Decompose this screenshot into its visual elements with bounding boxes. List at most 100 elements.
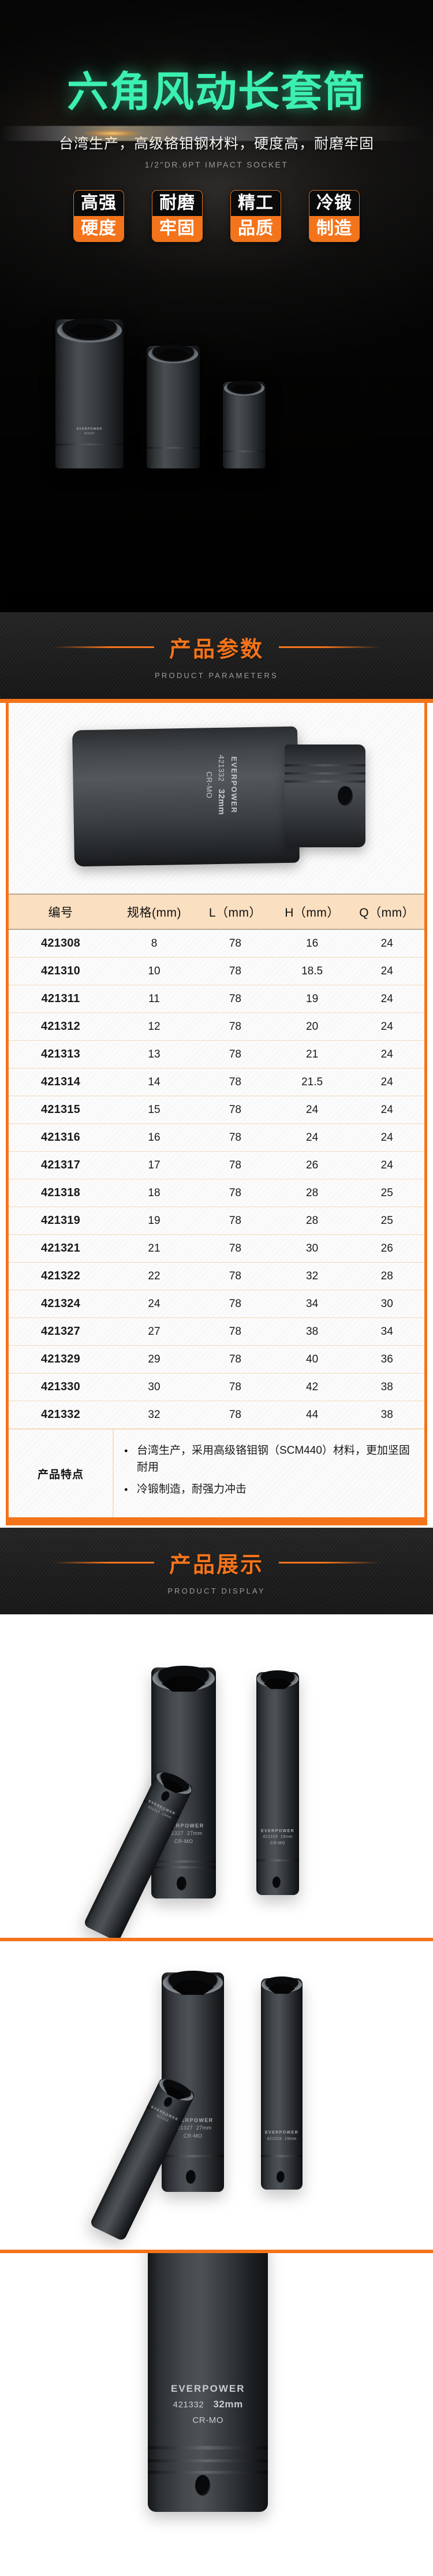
cell-size: 15 [113,1096,196,1124]
cell-hgt: 42 [274,1373,350,1401]
marking-size: 19mm [280,1835,293,1840]
socket-laser-marking: EVERPOWER 421327 27mm CR-MO [163,1822,204,1846]
product-feature-item: 台湾生产，采用高级铬钼钢（SCM440）材料，更加坚固耐用 [124,1442,415,1476]
cell-qty: 24 [349,1068,424,1096]
table-row: 421324 24 78 34 30 [9,1290,424,1318]
table-row: 421332 32 78 44 38 [9,1401,424,1429]
socket-pin-hole [159,1790,171,1803]
marking-size: 27mm [186,1830,203,1837]
cell-hgt: 28 [274,1179,350,1207]
socket-band [55,444,124,445]
socket-laser-marking: EVERPOWER 421319 19mm CR-MO [261,1829,294,1847]
divider-line-left [52,1562,154,1564]
cell-qty: 24 [349,957,424,985]
divider-bar [0,1938,433,1942]
section-title-en: PRODUCT DISPLAY [167,1587,266,1596]
cell-code: 421308 [9,929,113,958]
cell-len: 78 [196,1040,275,1069]
marking-code: 421332 [216,755,226,782]
parameters-product-photo: EVERPOWER 421332 32mm CR-MO [9,703,424,894]
cell-code: 421332 [9,1401,113,1429]
socket-pin-hole [177,1877,186,1891]
cell-hgt: 28 [274,1207,350,1235]
cell-size: 11 [113,985,196,1013]
cell-qty: 24 [349,1151,424,1179]
table-row: 421313 13 78 21 24 [9,1040,424,1069]
cell-qty: 24 [349,985,424,1013]
socket-rib [162,2155,224,2158]
section-header-parameters: 产品参数 PRODUCT PARAMETERS [0,612,433,699]
socket-hex-bore [264,1678,292,1689]
cell-hgt: 19 [274,985,350,1013]
socket-band [147,447,200,449]
socket-rib [151,1860,216,1863]
cell-qty: 24 [349,1123,424,1152]
cell-hgt: 26 [274,1151,350,1179]
cell-size: 19 [113,1207,196,1235]
cell-len: 78 [196,929,275,958]
cell-hgt: 44 [274,1401,350,1429]
cell-code: 421310 [9,957,113,985]
cell-qty: 24 [349,1012,424,1041]
cell-len: 78 [196,1290,275,1318]
table-row: 421311 11 78 19 24 [9,985,424,1013]
cell-size: 10 [113,957,196,985]
product-features-list: 台湾生产，采用高级铬钼钢（SCM440）材料，更加坚固耐用冷锻制造，耐强力冲击 [113,1430,424,1518]
cell-len: 78 [196,1345,275,1373]
cell-qty: 26 [349,1234,424,1263]
feature-badge: 耐磨 牢固 [152,190,203,242]
cell-size: 14 [113,1068,196,1096]
socket-pin-hole [273,1877,281,1889]
cell-len: 78 [196,1262,275,1290]
section-header-display: 产品展示 PRODUCT DISPLAY [0,1528,433,1615]
cell-size: 12 [113,1012,196,1041]
socket-hex-bore [68,324,111,338]
cell-code: 421324 [9,1290,113,1318]
cell-code: 421321 [9,1234,113,1263]
feature-badge-title: 冷锻 [309,191,359,216]
cell-len: 78 [196,1096,275,1124]
socket-band [223,451,266,452]
cell-code: 421327 [9,1317,113,1346]
marking-brand: EVERPOWER [264,2131,299,2135]
socket-rib [285,764,365,766]
cell-hgt: 16 [274,929,350,958]
column-header-size: 规格(mm) [113,894,196,930]
product-features-label: 产品特点 [37,1468,84,1481]
cell-hgt: 30 [274,1234,350,1263]
marking-code: 421327 [174,2125,193,2131]
cell-size: 8 [113,929,196,958]
cell-size: 32 [113,1401,196,1429]
socket-laser-marking: EVERPOWER 421332 32mm CR-MO [203,755,240,815]
socket-rib [148,2459,268,2463]
cell-size: 30 [113,1373,196,1401]
cell-len: 78 [196,985,275,1013]
product-features-row: 产品特点 台湾生产，采用高级铬钼钢（SCM440）材料，更加坚固耐用冷锻制造，耐… [9,1429,424,1518]
cell-code: 421330 [9,1373,113,1401]
cell-code: 421312 [9,1012,113,1041]
table-row: 421316 16 78 24 24 [9,1123,424,1152]
section-title-cn: 产品参数 [169,638,264,662]
socket-image-small [223,381,266,468]
cell-qty: 30 [349,1290,424,1318]
cell-code: 421316 [9,1123,113,1152]
cell-hgt: 24 [274,1123,350,1152]
cell-qty: 38 [349,1401,424,1429]
cell-code: 421314 [9,1068,113,1096]
table-row: 421310 10 78 18.5 24 [9,957,424,985]
cell-len: 78 [196,1317,275,1346]
table-row: 421317 17 78 26 24 [9,1151,424,1179]
cell-qty: 25 [349,1179,424,1207]
socket-pin-hole [186,2170,196,2184]
marking-code: 421319 [267,2136,282,2141]
cell-code: 421315 [9,1096,113,1124]
divider-line-right [279,1562,380,1564]
spec-table: 编号 规格(mm) L（mm） H（mm） Q（mm） 421308 8 78 16 2… [9,894,424,1429]
cell-code: 421318 [9,1179,113,1207]
cell-len: 78 [196,1373,275,1401]
socket-rib [261,2155,303,2158]
marking-material: CR-MO [174,1838,193,1844]
cell-size: 13 [113,1040,196,1069]
marking-size: 32mm [213,2398,243,2410]
socket-marking: EVERPOWER 421327 [76,427,103,435]
